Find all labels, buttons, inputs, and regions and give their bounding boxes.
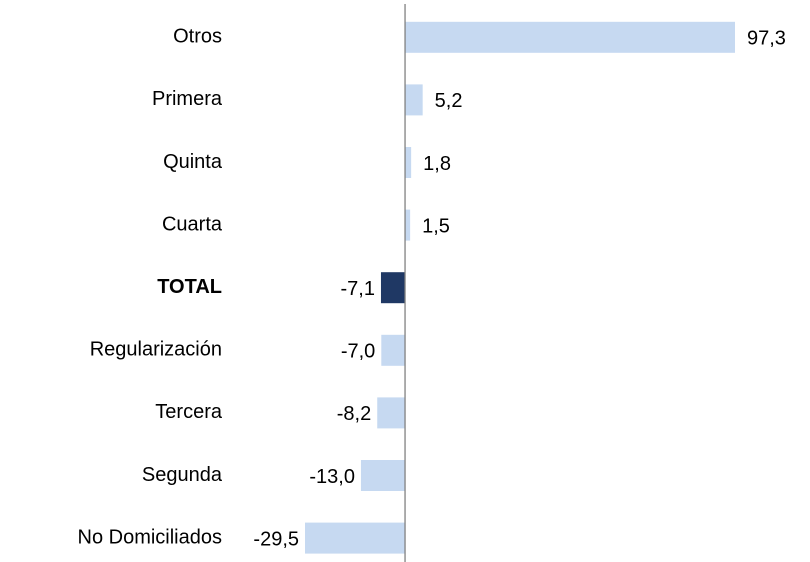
category-label: TOTAL [157,276,222,298]
value-label: 1,8 [423,153,451,175]
bar [405,147,412,178]
category-label: Segunda [142,464,223,486]
category-label: Tercera [155,401,223,423]
value-label: -7,0 [341,341,375,363]
bar [305,522,406,554]
category-label: Regularización [90,339,222,361]
category-label: Otros [173,26,222,48]
bar [405,84,423,116]
bar [381,334,406,366]
category-label: No Domiciliados [78,526,223,548]
value-label: -7,1 [340,278,374,300]
bar [405,21,735,53]
value-label: 5,2 [435,90,463,112]
value-label: -29,5 [253,528,299,550]
value-label: -8,2 [337,403,371,425]
value-label: -13,0 [309,466,355,488]
category-label: Primera [152,88,223,110]
category-label: Quinta [163,151,223,173]
bar [377,397,406,429]
bar [405,209,411,241]
value-label: 1,5 [422,215,450,237]
category-label: Cuarta [162,213,223,235]
value-label: 97,3 [747,28,786,50]
bar [360,460,406,491]
bar [380,272,406,304]
